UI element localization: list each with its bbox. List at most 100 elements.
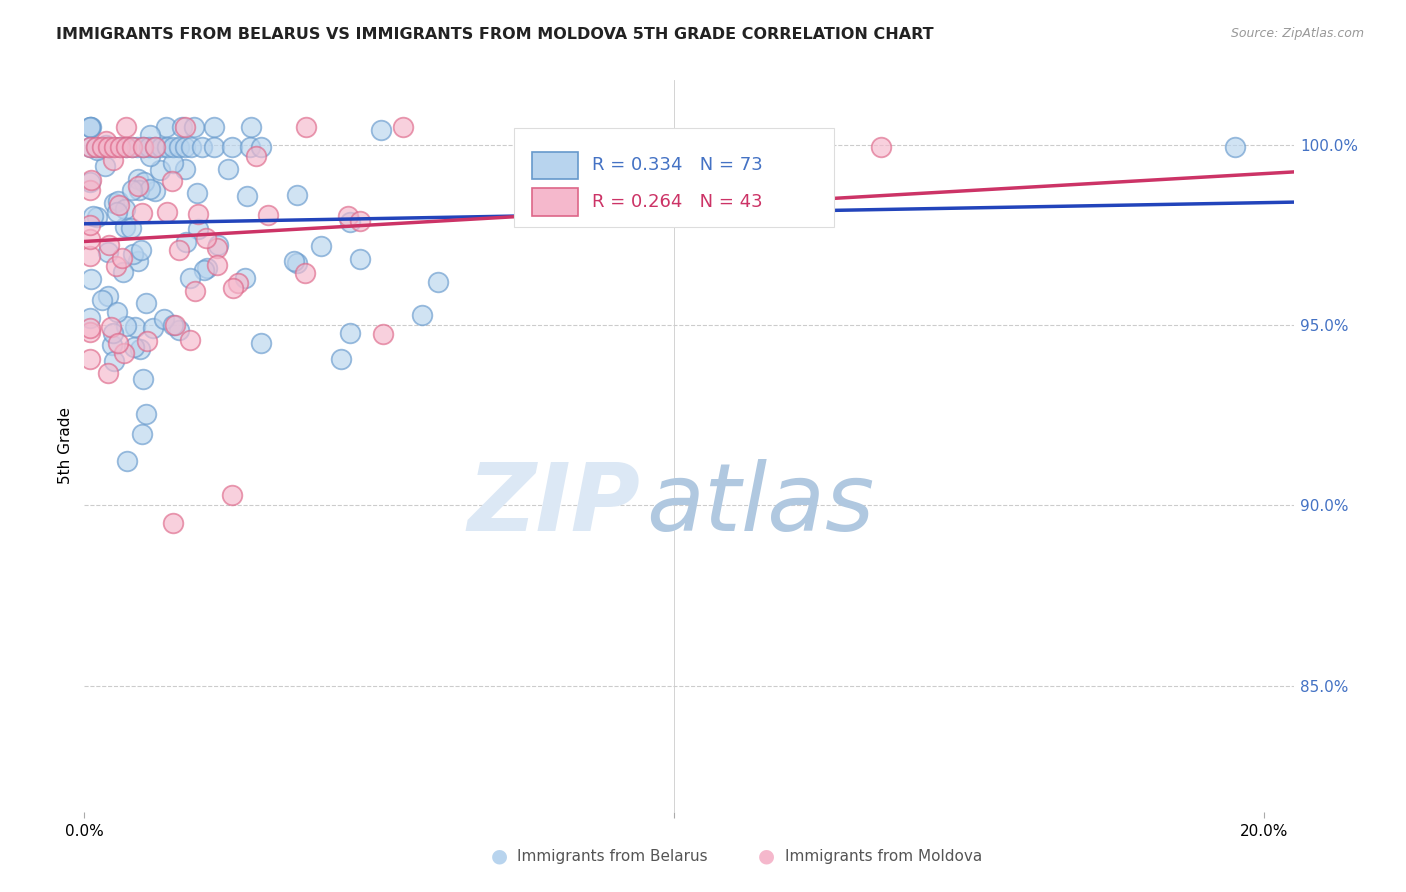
Text: atlas: atlas — [647, 459, 875, 550]
Point — [336, 209, 359, 223]
Point — [132, 140, 155, 154]
Point — [97, 140, 120, 154]
Point — [150, 140, 173, 154]
Point — [114, 120, 136, 135]
Text: ZIP: ZIP — [468, 458, 641, 550]
Point — [82, 210, 104, 224]
Point — [283, 253, 305, 268]
Point — [238, 140, 260, 154]
Point — [245, 149, 267, 163]
Point — [221, 488, 243, 502]
Point — [156, 205, 179, 219]
Point — [79, 218, 101, 232]
Point — [207, 241, 229, 255]
Point — [370, 123, 392, 137]
Point — [96, 289, 118, 303]
Point — [173, 140, 195, 154]
Point — [79, 120, 101, 135]
Point — [167, 140, 190, 154]
Point — [411, 308, 433, 322]
Point — [107, 335, 129, 350]
Point — [240, 120, 263, 135]
Point — [187, 222, 209, 236]
Point — [183, 120, 205, 135]
Point — [162, 140, 184, 154]
Text: IMMIGRANTS FROM BELARUS VS IMMIGRANTS FROM MOLDOVA 5TH GRADE CORRELATION CHART: IMMIGRANTS FROM BELARUS VS IMMIGRANTS FR… — [56, 27, 934, 42]
Point — [202, 140, 225, 154]
Point — [121, 140, 143, 154]
Point — [250, 336, 273, 351]
Text: ●: ● — [491, 847, 508, 866]
Point — [172, 120, 194, 135]
Point — [162, 156, 184, 170]
Point — [194, 231, 217, 245]
Point — [143, 184, 166, 198]
Point — [129, 244, 152, 258]
Point — [235, 271, 257, 285]
Point — [236, 188, 259, 202]
Point — [121, 221, 143, 235]
Point — [427, 275, 450, 289]
Point — [217, 162, 239, 177]
Point — [114, 202, 136, 216]
Point — [114, 140, 136, 154]
Point — [128, 183, 150, 197]
Point — [121, 140, 143, 154]
Point — [349, 214, 371, 228]
Point — [153, 311, 176, 326]
Point — [193, 263, 215, 277]
Point — [256, 208, 278, 222]
Point — [155, 120, 177, 135]
Text: Immigrants from Belarus: Immigrants from Belarus — [517, 849, 709, 863]
Point — [80, 271, 103, 285]
Point — [104, 260, 127, 274]
Point — [97, 140, 120, 154]
Point — [86, 144, 108, 158]
Point — [108, 140, 131, 154]
Point — [195, 260, 218, 275]
Point — [202, 120, 225, 135]
Point — [105, 305, 128, 319]
Point — [309, 239, 332, 253]
Point — [115, 453, 138, 467]
Point — [84, 140, 107, 154]
Point — [139, 182, 162, 196]
Point — [79, 140, 101, 154]
Point — [132, 175, 155, 189]
Point — [183, 284, 205, 298]
Text: R = 0.334   N = 73: R = 0.334 N = 73 — [592, 156, 763, 174]
Point — [167, 323, 190, 337]
Bar — [531, 152, 578, 179]
Point — [97, 244, 120, 259]
Text: ●: ● — [758, 847, 775, 866]
Point — [127, 172, 149, 186]
Point — [138, 140, 160, 154]
Point — [94, 138, 117, 153]
Point — [869, 140, 891, 154]
Point — [101, 326, 124, 341]
Point — [186, 186, 208, 201]
Point — [207, 238, 229, 252]
Point — [349, 252, 371, 266]
Y-axis label: 5th Grade: 5th Grade — [58, 408, 73, 484]
Point — [100, 319, 122, 334]
Point — [91, 140, 114, 154]
Point — [142, 320, 165, 334]
Point — [111, 251, 134, 265]
Point — [285, 256, 308, 270]
Point — [132, 140, 155, 154]
Point — [121, 183, 143, 197]
Point — [148, 162, 170, 177]
Point — [1223, 140, 1246, 154]
Point — [221, 280, 243, 294]
Point — [127, 253, 149, 268]
Point — [191, 140, 214, 154]
Point — [165, 318, 187, 333]
Point — [156, 140, 179, 154]
Point — [103, 354, 125, 368]
Point — [205, 258, 228, 272]
Point — [139, 128, 162, 143]
Point — [112, 346, 135, 360]
Bar — [531, 188, 578, 216]
Point — [294, 266, 316, 280]
